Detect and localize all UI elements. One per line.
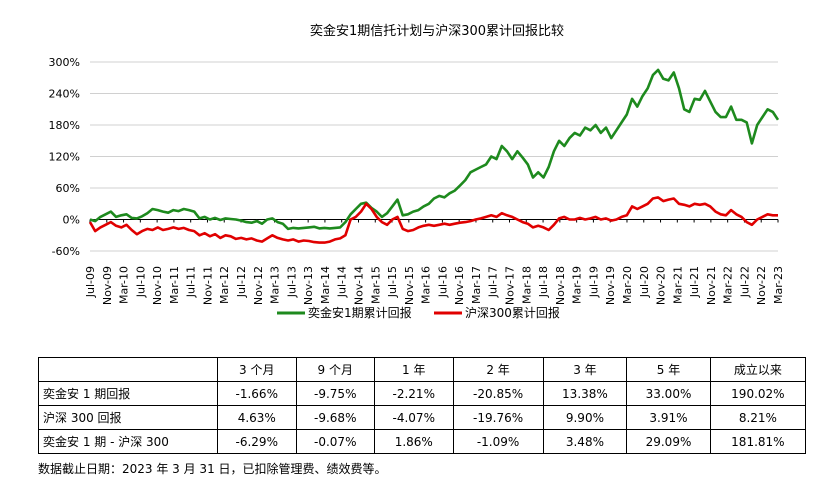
x-tick-label: Jul-18 (537, 266, 550, 298)
legend-label: 沪深300累计回报 (465, 305, 560, 320)
x-tick-label: Nov-17 (504, 266, 517, 305)
x-tick-label: Mar-10 (118, 266, 131, 304)
table-cell: 29.09% (626, 429, 711, 454)
table-cell: -9.75% (295, 381, 375, 406)
table-cell: -1.66% (217, 381, 297, 406)
table-cell: 181.81% (709, 429, 807, 454)
x-tick-label: Nov-21 (705, 266, 718, 305)
x-tick-label: Jul-09 (84, 266, 97, 298)
table-header-row: 3 个月 9 个月 1 年 2 年 3 年 5 年 成立以来 (38, 357, 807, 382)
x-tick-label: Jul-19 (587, 266, 600, 298)
y-tick-label: -60% (52, 245, 80, 258)
table-cell: -1.09% (452, 429, 544, 454)
table-header-cell: 9 个月 (295, 357, 375, 382)
y-tick-label: 120% (49, 151, 80, 164)
x-axis-ticks: Jul-09 Nov-09 Mar-10 Jul-10 Nov-10 Mar-11 Jul-… (84, 219, 785, 305)
legend: 奕金安1期累计回报 沪深300累计回报 (277, 305, 560, 320)
x-tick-label: Jul-21 (688, 266, 701, 298)
x-tick-label: Nov-11 (201, 266, 214, 305)
y-tick-label: 60% (56, 182, 80, 195)
table-header-cell (38, 357, 218, 382)
table-cell: 3.91% (626, 405, 711, 430)
x-tick-label: Nov-19 (604, 266, 617, 305)
table-header-cell: 5 年 (626, 357, 711, 382)
table-cell: 4.63% (217, 405, 297, 430)
x-tick-label: Mar-20 (621, 266, 634, 304)
row-label: 奕金安 1 期回报 (38, 381, 218, 406)
table-cell: -4.07% (374, 405, 454, 430)
table-row: 奕金安 1 期回报 -1.66% -9.75% -2.21% -20.85% 1… (38, 381, 807, 406)
x-tick-label: Jul-13 (285, 266, 298, 298)
row-label: 沪深 300 回报 (38, 405, 218, 430)
x-tick-label: Jul-16 (436, 266, 449, 298)
x-tick-label: Jul-17 (487, 266, 500, 298)
table-header-cell: 2 年 (452, 357, 544, 382)
table-cell: 3.48% (542, 429, 628, 454)
x-tick-label: Nov-09 (101, 266, 114, 305)
y-tick-label: 300% (49, 56, 80, 69)
table-row: 沪深 300 回报 4.63% -9.68% -4.07% -19.76% 9.… (38, 405, 807, 430)
table-cell: -2.21% (374, 381, 454, 406)
x-tick-label: Mar-18 (520, 266, 533, 304)
x-tick-label: Mar-15 (369, 266, 382, 304)
x-tick-label: Mar-14 (319, 266, 332, 304)
x-tick-label: Mar-13 (269, 266, 282, 304)
table-cell: -9.68% (295, 405, 375, 430)
series-line-csi300 (88, 196, 778, 244)
legend-label: 奕金安1期累计回报 (308, 305, 412, 320)
x-tick-label: Mar-17 (470, 266, 483, 304)
performance-line-chart: 奕金安1期信托计划与沪深300累计回报比较 300% 240% 180% 120% 60… (49, 23, 785, 320)
table-cell: 13.38% (542, 381, 628, 406)
x-tick-label: Mar-23 (772, 266, 785, 304)
x-tick-label: Mar-16 (420, 266, 433, 304)
table-cell: -19.76% (452, 405, 544, 430)
x-tick-label: Jul-11 (185, 266, 198, 298)
table-cell: 8.21% (709, 405, 807, 430)
series-lines (88, 68, 780, 244)
table-header-cell: 成立以来 (709, 357, 807, 382)
table-cell: -0.07% (295, 429, 375, 454)
x-tick-label: Nov-16 (453, 266, 466, 305)
x-tick-label: Jul-15 (386, 266, 399, 298)
table-cell: 1.86% (374, 429, 454, 454)
y-tick-label: 180% (49, 119, 80, 132)
y-tick-label: 240% (49, 88, 80, 101)
table-header-cell: 3 个月 (217, 357, 297, 382)
performance-table: 3 个月 9 个月 1 年 2 年 3 年 5 年 成立以来 奕金安 1 期回报… (38, 357, 807, 454)
x-tick-label: Nov-22 (755, 266, 768, 305)
table-row: 奕金安 1 期 - 沪深 300 -6.29% -0.07% 1.86% -1.… (38, 429, 807, 454)
x-tick-label: Jul-20 (638, 266, 651, 298)
y-tick-label: 0% (63, 214, 80, 227)
gridlines (90, 61, 778, 252)
table-cell: -20.85% (452, 381, 544, 406)
x-tick-label: Jul-14 (336, 266, 349, 298)
table-cell: 33.00% (626, 381, 711, 406)
chart-title: 奕金安1期信托计划与沪深300累计回报比较 (310, 23, 564, 39)
x-tick-label: Nov-20 (655, 266, 668, 305)
x-tick-label: Mar-22 (722, 266, 735, 304)
y-axis-ticks: 300% 240% 180% 120% 60% 0% -60% (49, 56, 80, 258)
x-tick-label: Nov-14 (352, 266, 365, 305)
row-label: 奕金安 1 期 - 沪深 300 (38, 429, 218, 454)
footnote: 数据截止日期：2023 年 3 月 31 日，已扣除管理费、绩效费等。 (38, 462, 387, 476)
x-tick-label: Jul-10 (134, 266, 147, 298)
x-tick-label: Mar-19 (571, 266, 584, 304)
x-tick-label: Nov-13 (302, 266, 315, 305)
x-tick-label: Mar-12 (218, 266, 231, 304)
x-tick-label: Jul-12 (235, 266, 248, 298)
x-tick-label: Jul-22 (738, 266, 751, 298)
table-cell: 9.90% (542, 405, 628, 430)
x-tick-label: Nov-12 (252, 266, 265, 305)
table-header-cell: 3 年 (542, 357, 628, 382)
x-tick-label: Nov-10 (151, 266, 164, 305)
table-cell: -6.29% (217, 429, 297, 454)
x-tick-label: Mar-11 (168, 266, 181, 304)
table-header-cell: 1 年 (374, 357, 454, 382)
table-cell: 190.02% (709, 381, 807, 406)
x-tick-label: Mar-21 (671, 266, 684, 304)
series-line-fund (89, 68, 780, 231)
x-tick-label: Nov-18 (554, 266, 567, 305)
x-tick-label: Nov-15 (403, 266, 416, 305)
